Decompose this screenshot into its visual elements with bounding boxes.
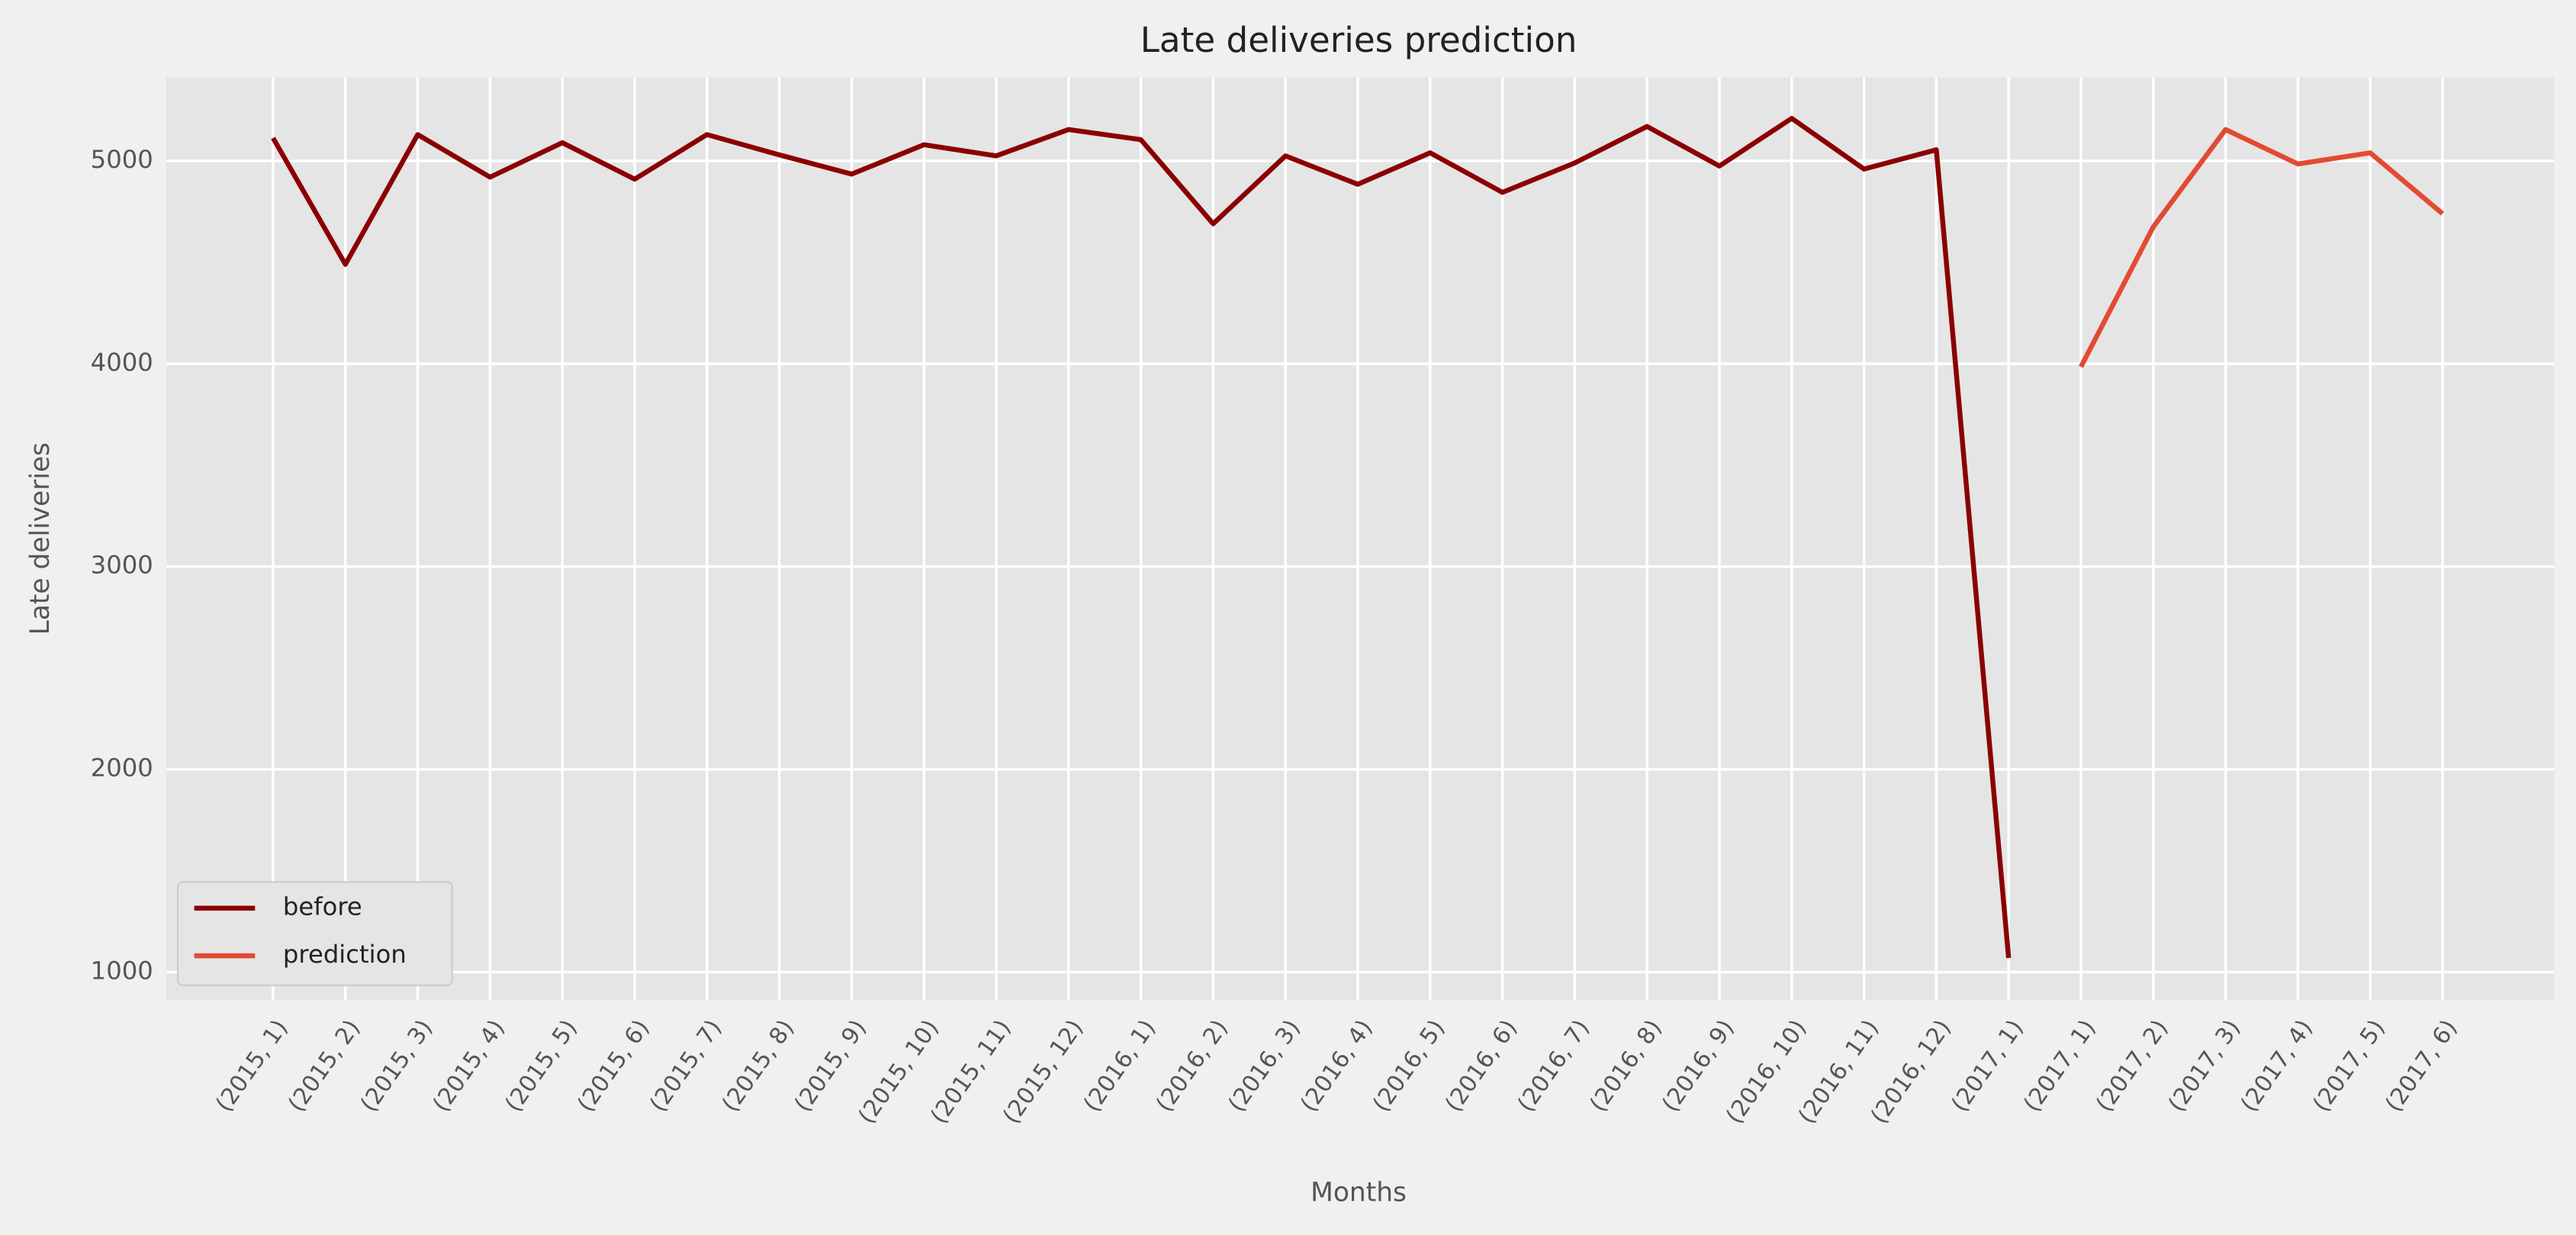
legend-label: before — [283, 892, 362, 921]
plot-area — [166, 77, 2555, 1001]
y-tick-label: 4000 — [91, 348, 153, 377]
x-axis-label: Months — [1311, 1178, 1407, 1208]
y-tick-label: 5000 — [91, 145, 153, 174]
y-tick-label: 2000 — [91, 754, 153, 783]
line-series — [271, 115, 2012, 959]
legend-label: prediction — [283, 940, 407, 969]
y-tick-label: 1000 — [91, 956, 153, 985]
line-series — [2079, 127, 2445, 368]
y-tick-label: 3000 — [91, 551, 153, 580]
y-axis-label: Late deliveries — [25, 442, 56, 635]
chart-title: Late deliveries prediction — [1140, 20, 1577, 60]
